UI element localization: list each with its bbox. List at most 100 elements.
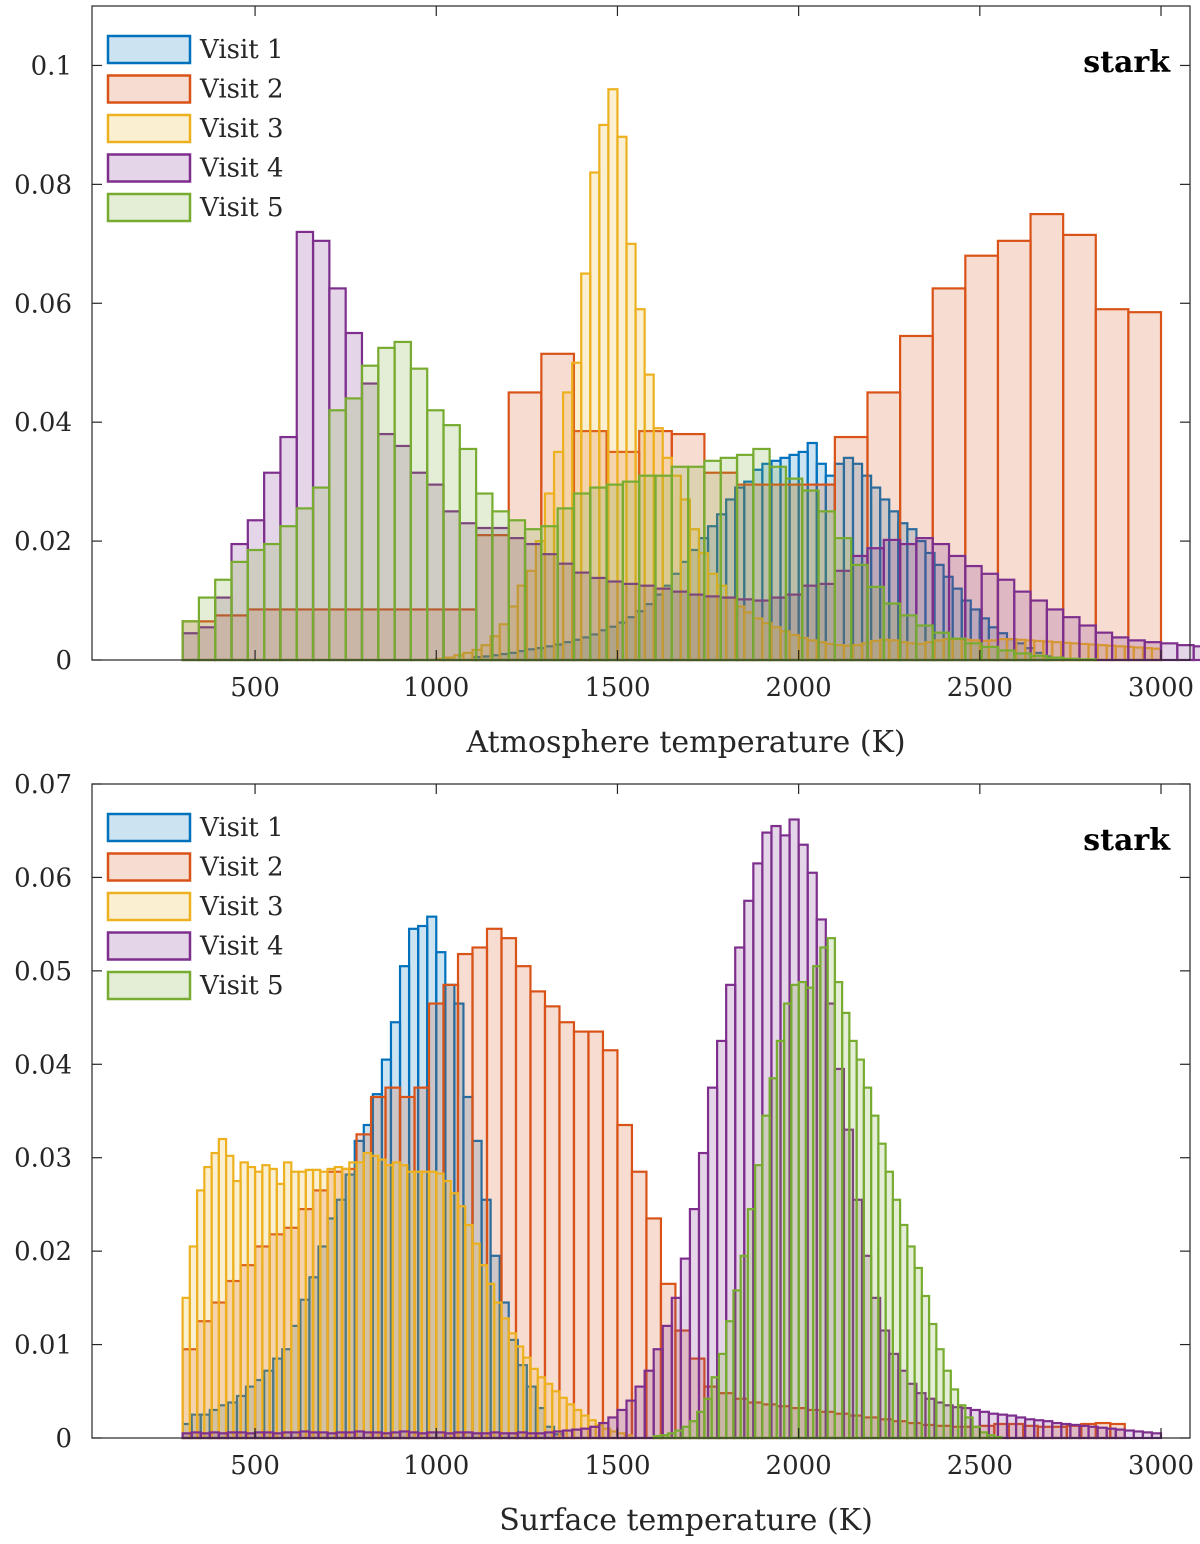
bar	[326, 1432, 338, 1440]
x-tick-label: 3000	[1128, 1451, 1194, 1481]
bar	[235, 1431, 248, 1440]
bar	[380, 1432, 393, 1440]
bar	[426, 1431, 438, 1440]
bar	[558, 1021, 576, 1440]
bar	[453, 1431, 465, 1440]
bar	[601, 1049, 619, 1440]
bar	[679, 1257, 692, 1440]
legend-label: Visit 1	[199, 35, 284, 65]
y-tick-label: 0	[55, 1424, 72, 1454]
bar	[199, 1432, 211, 1440]
x-tick-label: 2000	[766, 1451, 832, 1481]
legend-label: Visit 2	[199, 75, 284, 105]
legend-swatch	[106, 74, 192, 104]
bar	[1051, 1421, 1063, 1440]
bar	[190, 1431, 202, 1440]
series-visit-3	[181, 1137, 634, 1440]
legend-label: Visit 5	[199, 193, 284, 223]
y-tick-label: 0.05	[14, 957, 72, 987]
bar	[246, 548, 266, 662]
bar	[703, 459, 722, 662]
y-tick-label: 0.04	[14, 408, 72, 438]
bar	[996, 649, 1016, 662]
bar	[1013, 652, 1032, 662]
bar	[442, 424, 461, 662]
bar	[534, 1432, 547, 1440]
x-axis-title: Surface temperature (K)	[499, 1503, 873, 1538]
legend-label: Visit 1	[199, 813, 284, 843]
bar	[208, 1431, 220, 1440]
bar	[344, 397, 364, 662]
bar	[1141, 1431, 1154, 1440]
bar	[435, 1431, 447, 1440]
bar	[1045, 608, 1065, 662]
bar	[389, 1431, 402, 1440]
bar	[407, 1431, 420, 1440]
bar	[344, 1431, 356, 1440]
bar	[181, 1432, 193, 1440]
bar	[1078, 1424, 1090, 1440]
bar	[687, 465, 706, 662]
bar	[226, 1431, 239, 1440]
y-tick-label: 0.06	[14, 289, 72, 319]
legend-swatch	[106, 34, 192, 65]
bar	[634, 1385, 646, 1440]
bar	[371, 1431, 383, 1440]
bar	[230, 560, 249, 662]
y-tick-label: 0.06	[14, 863, 72, 893]
bar	[670, 465, 690, 662]
bar	[866, 585, 885, 662]
x-tick-label: 1500	[584, 673, 650, 703]
bar	[393, 340, 412, 662]
bar	[587, 1030, 605, 1440]
legend-label: Visit 3	[199, 892, 284, 922]
bar	[605, 483, 624, 662]
x-axis-title: Atmosphere temperature (K)	[465, 725, 905, 760]
bar	[643, 1369, 655, 1440]
bar	[458, 447, 478, 662]
bar	[1033, 1419, 1045, 1440]
bar	[625, 1399, 637, 1440]
y-tick-label: 0.04	[14, 1050, 72, 1080]
bar	[561, 1429, 574, 1440]
bar	[572, 1030, 590, 1440]
legend-swatch	[106, 931, 192, 961]
legend-swatch	[106, 153, 192, 183]
bar	[1024, 1418, 1036, 1440]
bar	[1132, 1430, 1144, 1440]
bar	[768, 465, 788, 662]
bar	[444, 1432, 456, 1440]
bar	[516, 1431, 528, 1440]
y-tick-label: 0.1	[31, 51, 72, 81]
bar	[480, 1432, 492, 1440]
bar	[1014, 1416, 1027, 1440]
y-tick-label: 0.01	[14, 1331, 72, 1361]
legend-swatch	[106, 852, 192, 882]
bar	[752, 447, 771, 662]
x-tick-label: 2000	[766, 673, 832, 703]
bar	[571, 1428, 583, 1440]
bar	[898, 614, 918, 662]
bar	[217, 1432, 229, 1440]
bar	[1029, 599, 1048, 662]
bar	[616, 1123, 634, 1440]
bar	[1094, 631, 1114, 662]
bar	[279, 525, 298, 662]
bar	[654, 474, 673, 662]
bar	[661, 1324, 673, 1440]
bar	[572, 492, 592, 662]
bar	[1013, 590, 1032, 662]
bar	[556, 507, 576, 662]
axes-box	[91, 5, 1191, 661]
bar	[543, 1431, 556, 1440]
bar	[311, 486, 331, 662]
bar	[697, 1151, 710, 1440]
bar	[181, 620, 200, 662]
legend-label: Visit 4	[199, 932, 284, 962]
bar	[328, 409, 347, 662]
bar	[362, 1431, 374, 1440]
bar	[1029, 212, 1065, 662]
bar	[1105, 1427, 1117, 1440]
x-tick-label: 2500	[947, 673, 1013, 703]
